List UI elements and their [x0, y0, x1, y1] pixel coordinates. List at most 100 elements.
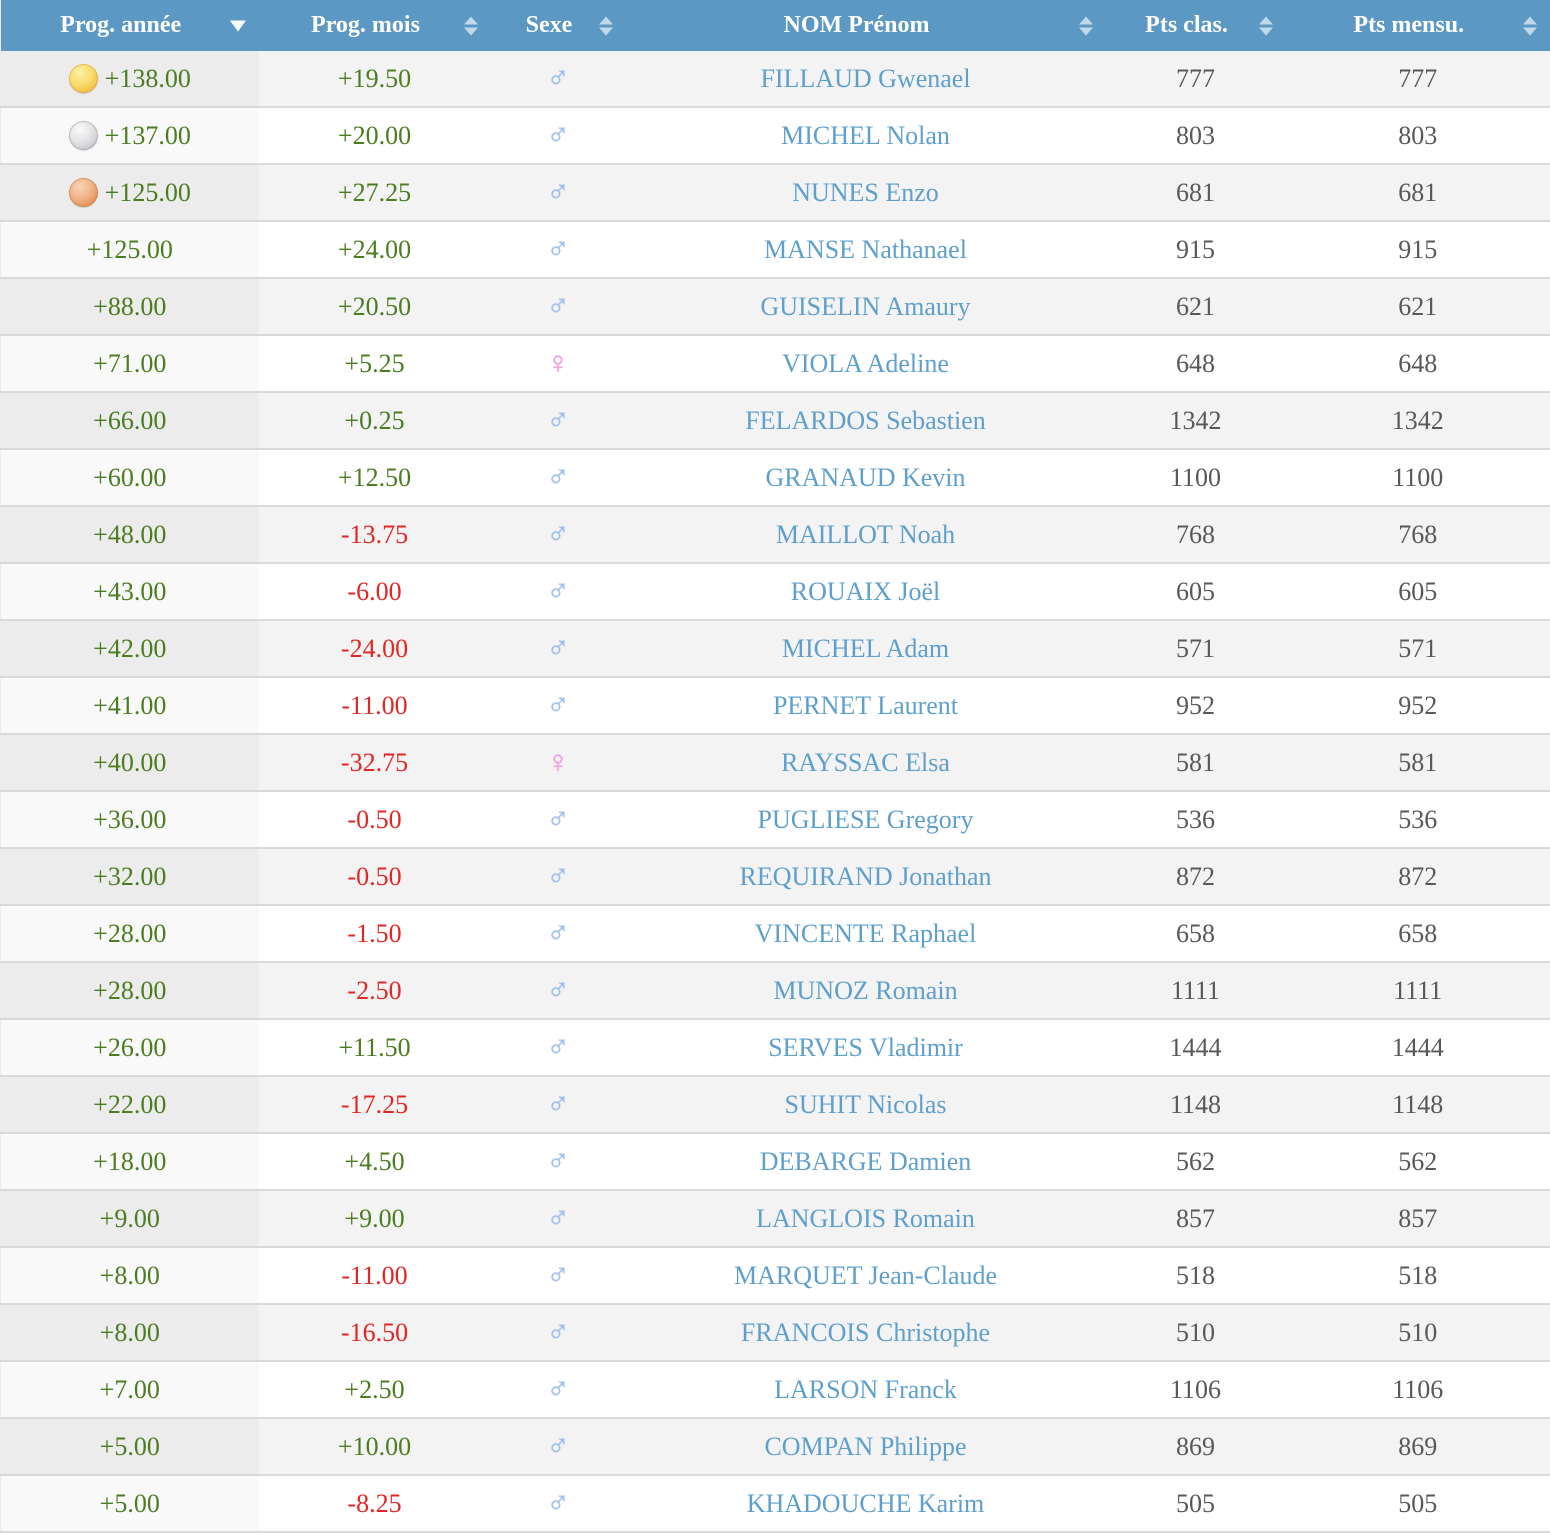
- pts-mensu-value: 581: [1398, 748, 1437, 777]
- pts-mensu-value: 510: [1398, 1318, 1437, 1347]
- player-name-link[interactable]: LANGLOIS Romain: [756, 1204, 975, 1233]
- prog-year-value: +32.00: [93, 862, 166, 892]
- player-name-link[interactable]: VINCENTE Raphael: [755, 919, 977, 948]
- male-icon: ♂: [546, 974, 569, 1005]
- name-cell: LARSON Franck: [626, 1361, 1106, 1418]
- pts-clas-value: 621: [1176, 292, 1215, 321]
- sex-cell: ♂: [491, 1247, 626, 1304]
- table-row: +8.00 -16.50 ♂ FRANCOIS Christophe 510 5…: [1, 1304, 1550, 1361]
- table-row: +22.00 -17.25 ♂ SUHIT Nicolas 1148 1148: [1, 1076, 1550, 1133]
- column-header-sexe[interactable]: Sexe: [491, 0, 626, 51]
- sex-cell: ♂: [491, 392, 626, 449]
- column-header-pts-clas[interactable]: Pts clas.: [1106, 0, 1286, 51]
- player-name-link[interactable]: MICHEL Nolan: [781, 121, 950, 150]
- column-label: NOM Prénom: [784, 12, 930, 38]
- sex-cell: ♂: [491, 449, 626, 506]
- player-name-link[interactable]: COMPAN Philippe: [764, 1432, 966, 1461]
- pts-clas-cell: 1444: [1106, 1019, 1286, 1076]
- column-header-prog-mois[interactable]: Prog. mois: [259, 0, 491, 51]
- pts-mensu-cell: 621: [1286, 278, 1550, 335]
- prog-year-cell: +32.00: [1, 848, 259, 905]
- player-name-link[interactable]: MANSE Nathanael: [764, 235, 967, 264]
- prog-month-value: +4.50: [344, 1147, 404, 1176]
- prog-month-cell: -32.75: [259, 734, 491, 791]
- name-cell: REQUIRAND Jonathan: [626, 848, 1106, 905]
- prog-year-value: +43.00: [93, 577, 166, 607]
- sex-cell: ♂: [491, 1133, 626, 1190]
- sex-cell: ♂: [491, 791, 626, 848]
- pts-clas-cell: 562: [1106, 1133, 1286, 1190]
- name-cell: PUGLIESE Gregory: [626, 791, 1106, 848]
- pts-clas-value: 581: [1176, 748, 1215, 777]
- prog-month-value: -2.50: [347, 976, 401, 1005]
- name-cell: DEBARGE Damien: [626, 1133, 1106, 1190]
- table-row: +66.00 +0.25 ♂ FELARDOS Sebastien 1342 1…: [1, 392, 1550, 449]
- prog-month-cell: +2.50: [259, 1361, 491, 1418]
- pts-mensu-value: 869: [1398, 1432, 1437, 1461]
- prog-month-value: -13.75: [341, 520, 408, 549]
- sex-cell: ♂: [491, 1475, 626, 1532]
- player-name-link[interactable]: GRANAUD Kevin: [765, 463, 965, 492]
- name-cell: MICHEL Adam: [626, 620, 1106, 677]
- table-row: +7.00 +2.50 ♂ LARSON Franck 1106 1106: [1, 1361, 1550, 1418]
- male-icon: ♂: [546, 1088, 569, 1119]
- prog-year-cell: +40.00: [1, 734, 259, 791]
- player-name-link[interactable]: GUISELIN Amaury: [760, 292, 970, 321]
- prog-month-cell: +10.00: [259, 1418, 491, 1475]
- prog-month-value: -17.25: [341, 1090, 408, 1119]
- prog-month-cell: -6.00: [259, 563, 491, 620]
- column-header-prog-annee[interactable]: Prog. année: [1, 0, 259, 51]
- player-name-link[interactable]: PUGLIESE Gregory: [758, 805, 974, 834]
- pts-mensu-cell: 536: [1286, 791, 1550, 848]
- male-icon: ♂: [546, 689, 569, 720]
- sex-cell: ♂: [491, 1361, 626, 1418]
- player-name-link[interactable]: FELARDOS Sebastien: [745, 406, 986, 435]
- player-name-link[interactable]: MUNOZ Romain: [773, 976, 957, 1005]
- player-name-link[interactable]: MARQUET Jean-Claude: [734, 1261, 997, 1290]
- player-name-link[interactable]: SERVES Vladimir: [768, 1033, 963, 1062]
- pts-clas-value: 857: [1176, 1204, 1215, 1233]
- player-name-link[interactable]: FRANCOIS Christophe: [741, 1318, 990, 1347]
- player-name-link[interactable]: NUNES Enzo: [792, 178, 939, 207]
- player-name-link[interactable]: VIOLA Adeline: [782, 349, 949, 378]
- prog-year-value: +88.00: [93, 292, 166, 322]
- player-name-link[interactable]: SUHIT Nicolas: [784, 1090, 946, 1119]
- name-cell: SERVES Vladimir: [626, 1019, 1106, 1076]
- pts-mensu-cell: 952: [1286, 677, 1550, 734]
- prog-month-cell: -8.25: [259, 1475, 491, 1532]
- male-icon: ♂: [546, 1316, 569, 1347]
- prog-year-cell: +66.00: [1, 392, 259, 449]
- prog-year-cell: +7.00: [1, 1361, 259, 1418]
- prog-month-cell: -0.50: [259, 791, 491, 848]
- prog-year-value: +8.00: [100, 1318, 160, 1348]
- male-icon: ♂: [546, 575, 569, 606]
- name-cell: MARQUET Jean-Claude: [626, 1247, 1106, 1304]
- pts-mensu-cell: 1106: [1286, 1361, 1550, 1418]
- prog-month-cell: +9.00: [259, 1190, 491, 1247]
- male-icon: ♂: [546, 518, 569, 549]
- player-name-link[interactable]: PERNET Laurent: [773, 691, 958, 720]
- player-name-link[interactable]: REQUIRAND Jonathan: [739, 862, 991, 891]
- player-name-link[interactable]: KHADOUCHE Karim: [747, 1489, 985, 1518]
- prog-month-value: -24.00: [341, 634, 408, 663]
- player-name-link[interactable]: LARSON Franck: [774, 1375, 957, 1404]
- player-name-link[interactable]: DEBARGE Damien: [760, 1147, 972, 1176]
- player-name-link[interactable]: FILLAUD Gwenael: [760, 64, 970, 93]
- name-cell: VINCENTE Raphael: [626, 905, 1106, 962]
- male-icon: ♂: [546, 860, 569, 891]
- pts-clas-cell: 915: [1106, 221, 1286, 278]
- table-row: +5.00 +10.00 ♂ COMPAN Philippe 869 869: [1, 1418, 1550, 1475]
- player-name-link[interactable]: MAILLOT Noah: [776, 520, 955, 549]
- column-header-nom-prenom[interactable]: NOM Prénom: [626, 0, 1106, 51]
- pts-mensu-cell: 872: [1286, 848, 1550, 905]
- player-name-link[interactable]: ROUAIX Joël: [791, 577, 941, 606]
- pts-clas-cell: 571: [1106, 620, 1286, 677]
- male-icon: ♂: [546, 290, 569, 321]
- player-name-link[interactable]: MICHEL Adam: [782, 634, 949, 663]
- prog-month-cell: -2.50: [259, 962, 491, 1019]
- player-name-link[interactable]: RAYSSAC Elsa: [781, 748, 950, 777]
- table-row: +137.00 +20.00 ♂ MICHEL Nolan 803 803: [1, 107, 1550, 164]
- pts-mensu-cell: 581: [1286, 734, 1550, 791]
- prog-month-value: +20.50: [338, 292, 411, 321]
- column-header-pts-mensu[interactable]: Pts mensu.: [1286, 0, 1550, 51]
